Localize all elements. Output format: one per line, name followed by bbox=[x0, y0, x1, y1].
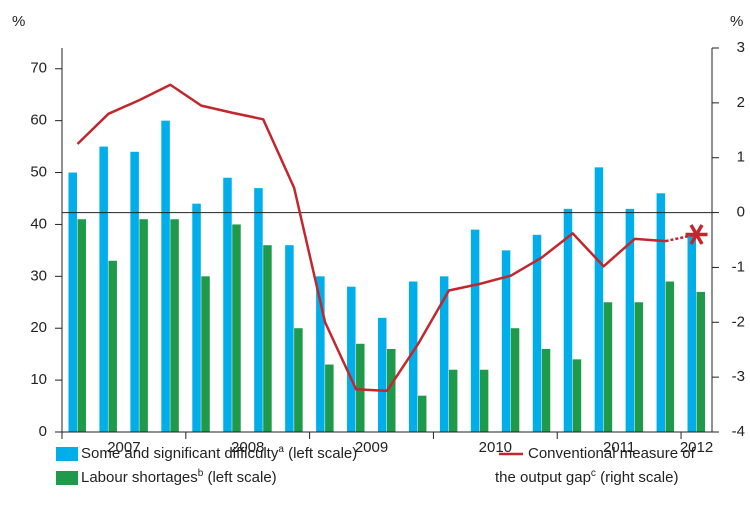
bar bbox=[356, 343, 365, 432]
y-tick-label: 20 bbox=[30, 319, 47, 336]
bar bbox=[232, 224, 241, 432]
bar bbox=[139, 219, 148, 432]
y2-tick-label: 2 bbox=[737, 94, 745, 111]
bar bbox=[387, 348, 396, 432]
legend-swatch bbox=[56, 447, 78, 461]
y2-tick-label: 0 bbox=[737, 204, 745, 221]
bar bbox=[130, 151, 139, 432]
legend-text: (left scale) bbox=[284, 445, 357, 462]
bar bbox=[634, 302, 644, 432]
legend-sup: a bbox=[278, 444, 284, 455]
legend-label: the output gapc (right scale) bbox=[495, 468, 678, 486]
projection-marker bbox=[685, 224, 708, 245]
legend-text: Some and significant difficulty bbox=[81, 445, 279, 462]
y2-tick-label: 1 bbox=[737, 149, 745, 166]
x-tick-label: 2012 bbox=[680, 439, 713, 456]
bar bbox=[572, 359, 582, 432]
y2-axis-label: % bbox=[730, 13, 743, 30]
bar bbox=[408, 281, 418, 432]
bar bbox=[532, 234, 542, 432]
y-tick-label: 50 bbox=[30, 164, 47, 181]
bar bbox=[68, 172, 77, 433]
bar bbox=[439, 276, 449, 432]
y-axis-label: % bbox=[12, 13, 25, 30]
legend-text: (left scale) bbox=[203, 469, 276, 486]
bar bbox=[254, 188, 263, 432]
y-tick-label: 0 bbox=[39, 423, 47, 440]
bar bbox=[696, 291, 706, 432]
legend-sup: c bbox=[591, 468, 596, 479]
bar bbox=[563, 208, 573, 432]
bar bbox=[510, 328, 520, 432]
bar bbox=[170, 219, 179, 432]
y2-tick-label: -4 bbox=[732, 423, 745, 440]
legend-label: Labour shortagesb (left scale) bbox=[81, 468, 277, 486]
y-tick-label: 40 bbox=[30, 215, 47, 232]
legend-swatch bbox=[56, 471, 78, 485]
bar bbox=[448, 369, 458, 432]
y-tick-label: 70 bbox=[30, 60, 47, 77]
bar bbox=[347, 286, 356, 432]
y2-tick-label: -2 bbox=[732, 313, 745, 330]
y2-tick-label: 3 bbox=[737, 39, 745, 56]
bar bbox=[316, 276, 325, 432]
bar bbox=[470, 229, 480, 432]
legend-text: (right scale) bbox=[596, 469, 679, 486]
bar bbox=[108, 260, 117, 432]
bar bbox=[161, 120, 170, 432]
x-tick-label: 2011 bbox=[603, 439, 635, 456]
legend-sup: b bbox=[198, 468, 204, 479]
x-tick-label: 2007 bbox=[107, 439, 140, 456]
x-tick-label: 2010 bbox=[479, 439, 512, 456]
bar bbox=[192, 203, 201, 432]
legend-text: Labour shortages bbox=[81, 469, 198, 486]
bar bbox=[417, 395, 427, 432]
bar bbox=[325, 364, 334, 432]
bar bbox=[665, 281, 675, 432]
y2-tick-label: -1 bbox=[732, 258, 745, 275]
line bbox=[76, 83, 666, 393]
bar bbox=[285, 245, 294, 432]
bar bbox=[541, 348, 551, 432]
x-tick-label: 2008 bbox=[231, 439, 264, 456]
bar bbox=[263, 245, 272, 432]
bar bbox=[201, 276, 210, 432]
bar bbox=[594, 167, 604, 432]
bar bbox=[603, 302, 613, 432]
y-tick-label: 10 bbox=[30, 371, 47, 388]
legend-label: Some and significant difficultya (left s… bbox=[81, 444, 357, 462]
bar bbox=[223, 177, 232, 432]
bar bbox=[479, 369, 489, 432]
marker-stroke bbox=[689, 224, 704, 245]
bar bbox=[625, 208, 635, 432]
y-tick-label: 30 bbox=[30, 267, 47, 284]
bar bbox=[77, 219, 86, 432]
bar bbox=[687, 234, 697, 432]
bar bbox=[378, 317, 387, 432]
y2-tick-label: -3 bbox=[732, 368, 745, 385]
legend-text: the output gap bbox=[495, 469, 591, 486]
x-tick-label: 2009 bbox=[355, 439, 388, 456]
bar bbox=[501, 250, 511, 432]
bar bbox=[99, 146, 108, 432]
legend-text: Conventional measure of bbox=[528, 445, 696, 462]
bar bbox=[656, 193, 666, 432]
legend-label: Conventional measure of bbox=[528, 445, 696, 462]
y-tick-label: 60 bbox=[30, 112, 47, 129]
bar bbox=[294, 328, 303, 432]
